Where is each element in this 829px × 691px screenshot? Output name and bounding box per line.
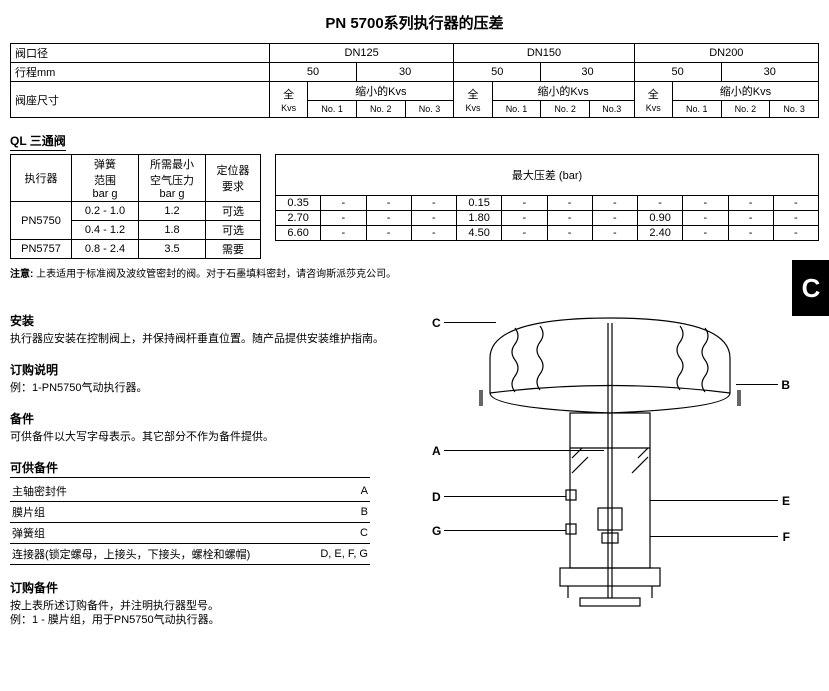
row-seat: 阀座尺寸 — [11, 82, 270, 118]
label-C: C — [432, 316, 441, 330]
part-row: 连接器(锁定螺母，上接头，下接头，螺栓和螺帽)D, E, F, G — [10, 543, 370, 564]
spec-table: 阀口径 DN125 DN150 DN200 行程mm 50 30 50 30 5… — [10, 43, 819, 118]
order-heading: 订购说明 — [10, 361, 420, 378]
label-B: B — [781, 378, 790, 392]
avail-heading: 可供备件 — [10, 459, 420, 478]
pressure-table: 最大压差 (bar) 0.35--- 0.15--- ---- 2.70--- … — [275, 154, 819, 241]
order-spare-text2: 例：1 - 膜片组，用于PN5750气动执行器。 — [10, 613, 420, 628]
install-heading: 安装 — [10, 312, 420, 329]
label-D: D — [432, 490, 441, 504]
order-spare-text1: 按上表所述订购备件，并注明执行器型号。 — [10, 599, 420, 614]
row-stroke: 行程mm — [11, 63, 270, 82]
part-row: 主轴密封件A — [10, 481, 370, 502]
label-E: E — [782, 494, 790, 508]
label-F: F — [783, 530, 790, 544]
dn-1: DN150 — [454, 44, 634, 63]
dn-2: DN200 — [634, 44, 818, 63]
row-bore: 阀口径 — [11, 44, 270, 63]
label-G: G — [432, 524, 441, 538]
parts-table: 主轴密封件A 膜片组B 弹簧组C 连接器(锁定螺母，上接头，下接头，螺栓和螺帽)… — [10, 481, 370, 565]
dn-0: DN125 — [270, 44, 454, 63]
order-spare-heading: 订购备件 — [10, 579, 420, 596]
actuator-diagram: C B A D G E F — [430, 298, 790, 618]
actuator-table: 执行器 弹簧 范围 bar g 所需最小 空气压力 bar g 定位器 要求 P… — [10, 154, 261, 259]
part-row: 弹簧组C — [10, 522, 370, 543]
spare-heading: 备件 — [10, 410, 420, 427]
page-title: PN 5700系列执行器的压差 — [10, 12, 819, 33]
install-text: 执行器应安装在控制阀上，并保持阀杆垂直位置。随产品提供安装维护指南。 — [10, 332, 420, 347]
spare-text: 可供备件以大写字母表示。其它部分不作为备件提供。 — [10, 430, 420, 445]
actuator-svg — [430, 298, 790, 618]
order-text: 例：1-PN5750气动执行器。 — [10, 381, 420, 396]
ql-heading: QL 三通阀 — [10, 132, 819, 151]
label-A: A — [432, 444, 441, 458]
note: 注意: 上表适用于标准阀及波纹管密封的阀。对于石墨填料密封，请咨询斯派莎克公司。 — [10, 265, 819, 280]
part-row: 膜片组B — [10, 501, 370, 522]
